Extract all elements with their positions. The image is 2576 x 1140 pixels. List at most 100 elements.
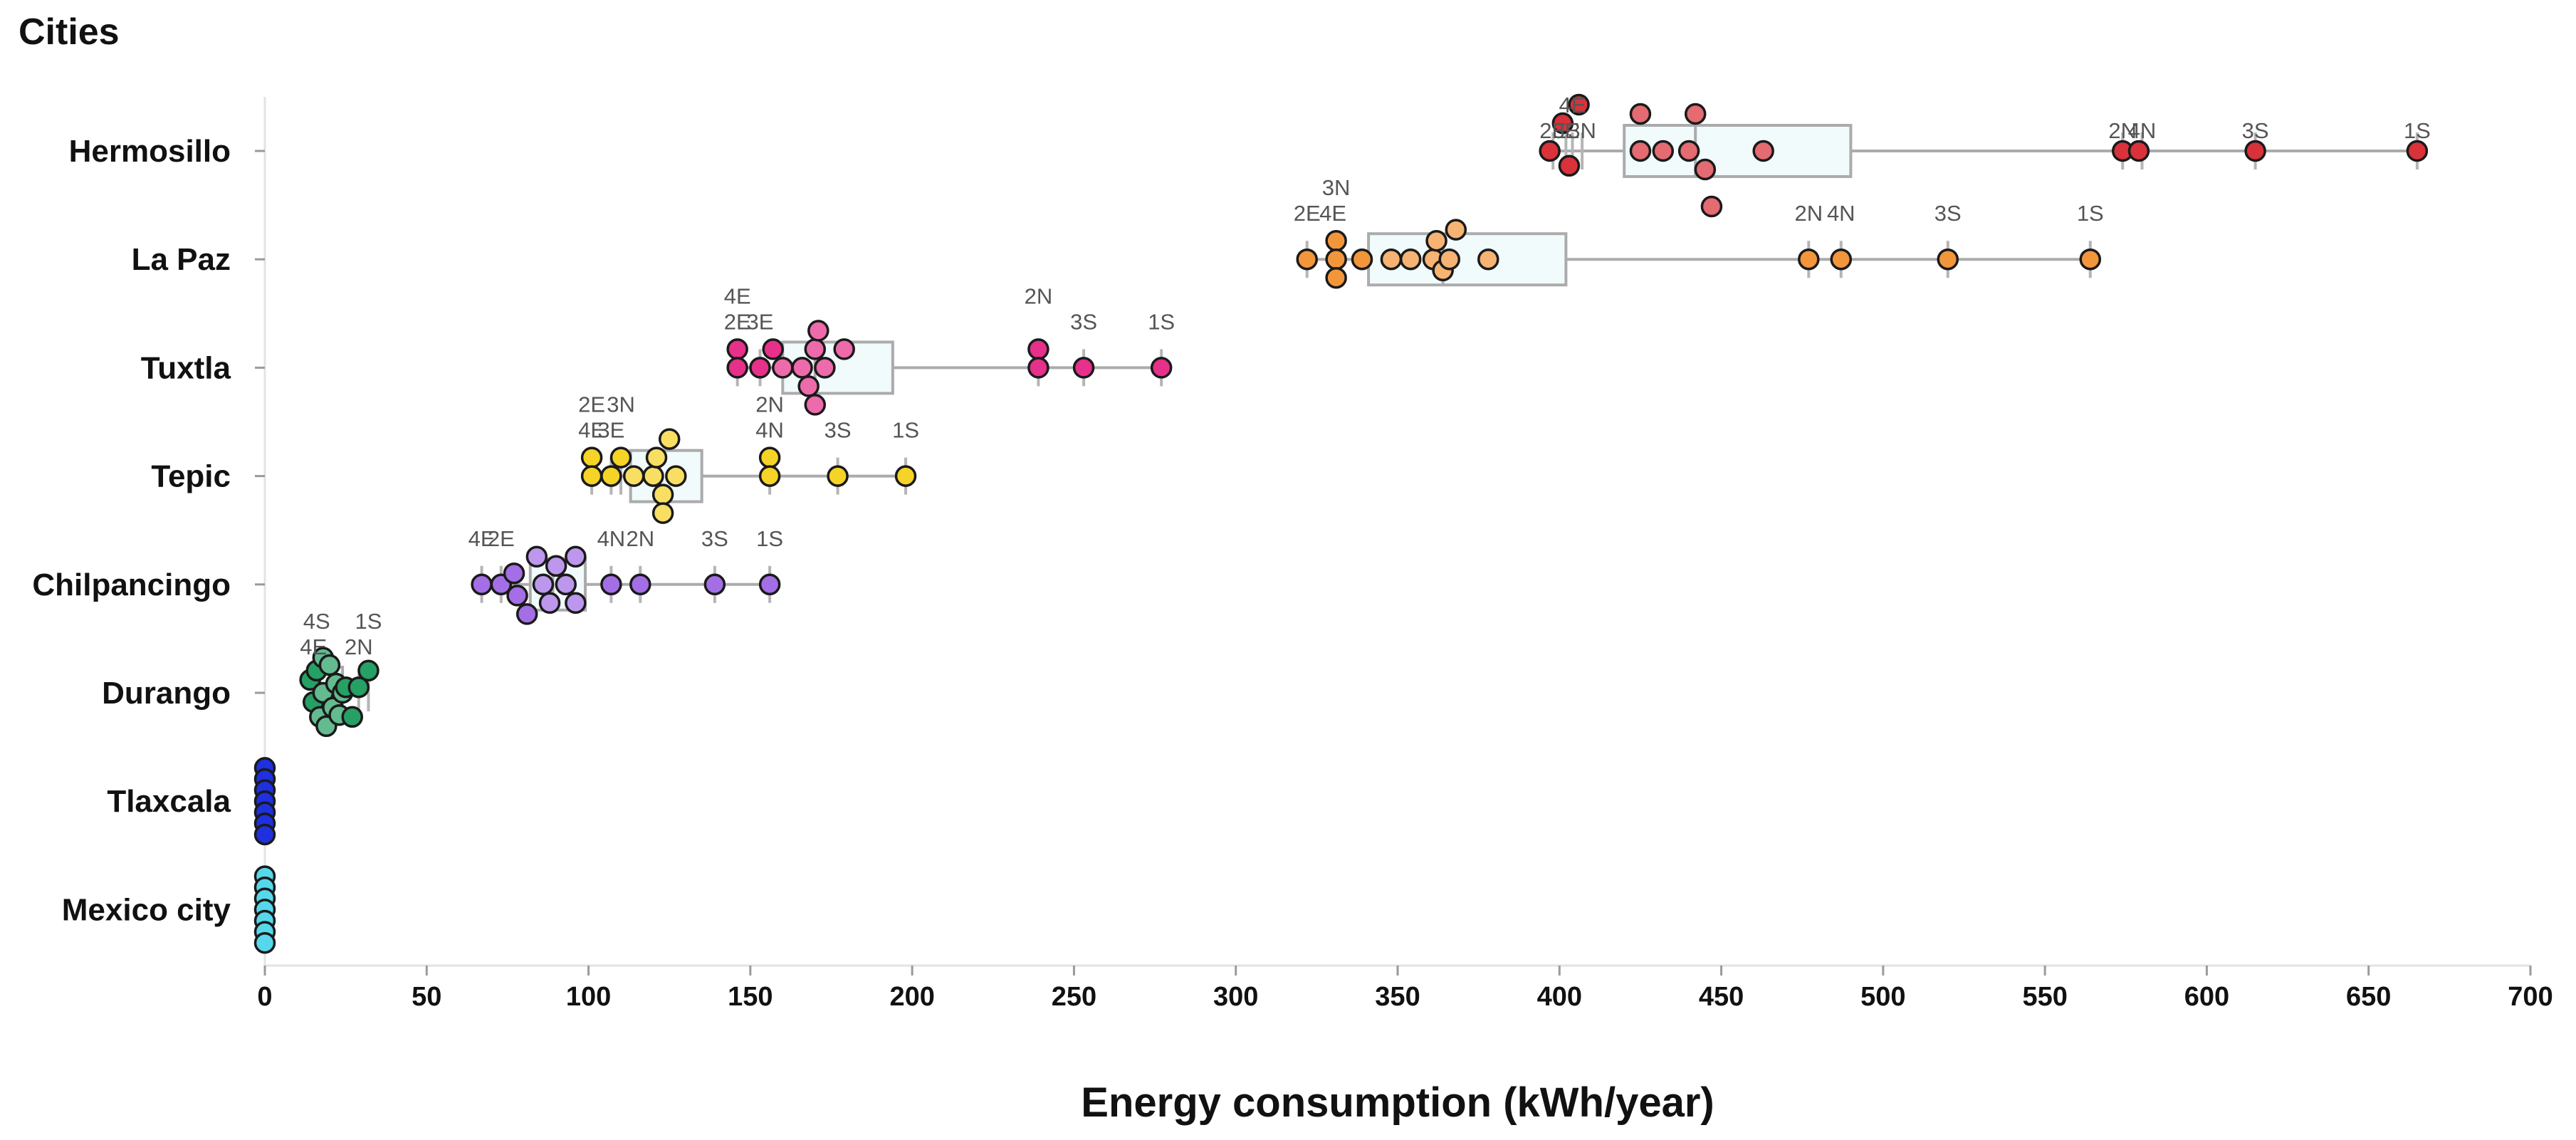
data-point [545,555,567,577]
data-label: 2E [1539,118,1566,143]
x-tick-label: 700 [2508,982,2553,1012]
data-point [1798,248,1820,271]
x-tick-label: 350 [1375,982,1420,1012]
data-point [1027,338,1049,360]
data-point [642,465,664,487]
y-tick-label: Tepic [151,459,231,494]
data-point [2127,140,2150,162]
data-point [1629,140,1652,162]
data-label: 1S [2077,201,2104,226]
data-point [1830,248,1853,271]
data-label: 4E [578,418,605,443]
data-point [600,573,622,596]
data-point [1399,248,1422,271]
data-label: 2N [2108,118,2137,143]
data-label: 2E [488,526,515,551]
data-label: 4E [300,634,327,659]
data-label: 1S [892,418,919,443]
data-point [253,823,276,846]
data-point [804,338,827,360]
data-label: 3E [747,309,774,334]
chart-title: Cities [19,11,120,53]
data-point [565,545,587,568]
data-label: 4E [724,283,751,308]
data-point [503,562,525,585]
data-point [525,545,548,568]
data-point [347,676,370,699]
data-point [1325,229,1347,252]
data-label: 4E [1319,201,1346,226]
series-mexico-city [253,865,276,954]
data-point [1380,248,1403,271]
data-label: 1S [756,526,783,551]
data-label: 2N [626,526,654,551]
data-label: 4S [303,609,330,634]
x-tick-label: 400 [1537,982,1582,1012]
data-point [804,394,827,416]
tick-layer: 0 50 100 150 200 250 300 350 400 450 500 550 600 650 7… [257,966,2553,1012]
data-point [651,502,674,524]
x-axis-title: Energy consumption (kWh/year) [1081,1079,1714,1126]
data-label: 3S [701,526,728,551]
data-label: 2E [724,309,751,334]
y-tick-label: Tuxtla [141,350,231,385]
x-tick-label: 650 [2346,982,2391,1012]
data-point [357,659,379,682]
data-point [1325,266,1347,289]
data-point [791,357,813,379]
x-tick-label: 550 [2022,982,2067,1012]
data-label: 3S [2242,118,2269,143]
data-point [651,483,674,506]
data-point [797,375,820,397]
data-point [1477,248,1499,271]
data-point [538,592,561,615]
data-point [814,357,836,379]
data-point [1677,140,1700,162]
data-point [580,446,603,469]
y-tick-label: Hermosillo [69,134,231,169]
data-point [1694,158,1717,181]
data-point [665,465,687,487]
data-point [1539,140,1561,162]
data-point [471,573,493,596]
data-label: 2N [1025,283,1053,308]
data-point [2244,140,2266,162]
x-tick-label: 300 [1213,982,1258,1012]
data-point [1551,112,1574,135]
data-point [580,465,603,487]
data-point [1445,219,1467,241]
data-point [1652,140,1674,162]
data-label: 4N [755,418,784,443]
data-point [1684,103,1707,125]
data-point [1568,93,1590,116]
data-point [318,654,341,676]
data-label: 3N [1322,175,1351,200]
data-point [253,931,276,954]
data-point [1752,140,1774,162]
data-label: 3S [1070,309,1097,334]
x-tick-label: 100 [566,982,611,1012]
data-label: 2N [755,392,784,417]
data-point [762,338,784,360]
x-tick-label: 600 [2184,982,2229,1012]
data-point [622,465,645,487]
data-label: 2E [578,392,605,417]
x-tick-label: 0 [257,982,272,1012]
y-tick-label: Chilpancingo [32,568,231,602]
data-point [758,573,781,596]
data-point [532,573,555,596]
y-tick-label: Durango [102,676,231,711]
data-point [1937,248,1959,271]
data-point [506,585,528,607]
y-tick-label: La Paz [132,242,231,277]
data-label: 3E [597,418,624,443]
data-point [1558,155,1581,177]
data-label: 3N [1568,118,1596,143]
data-label: 4E [468,526,496,551]
data-label: 4N [1827,201,1855,226]
